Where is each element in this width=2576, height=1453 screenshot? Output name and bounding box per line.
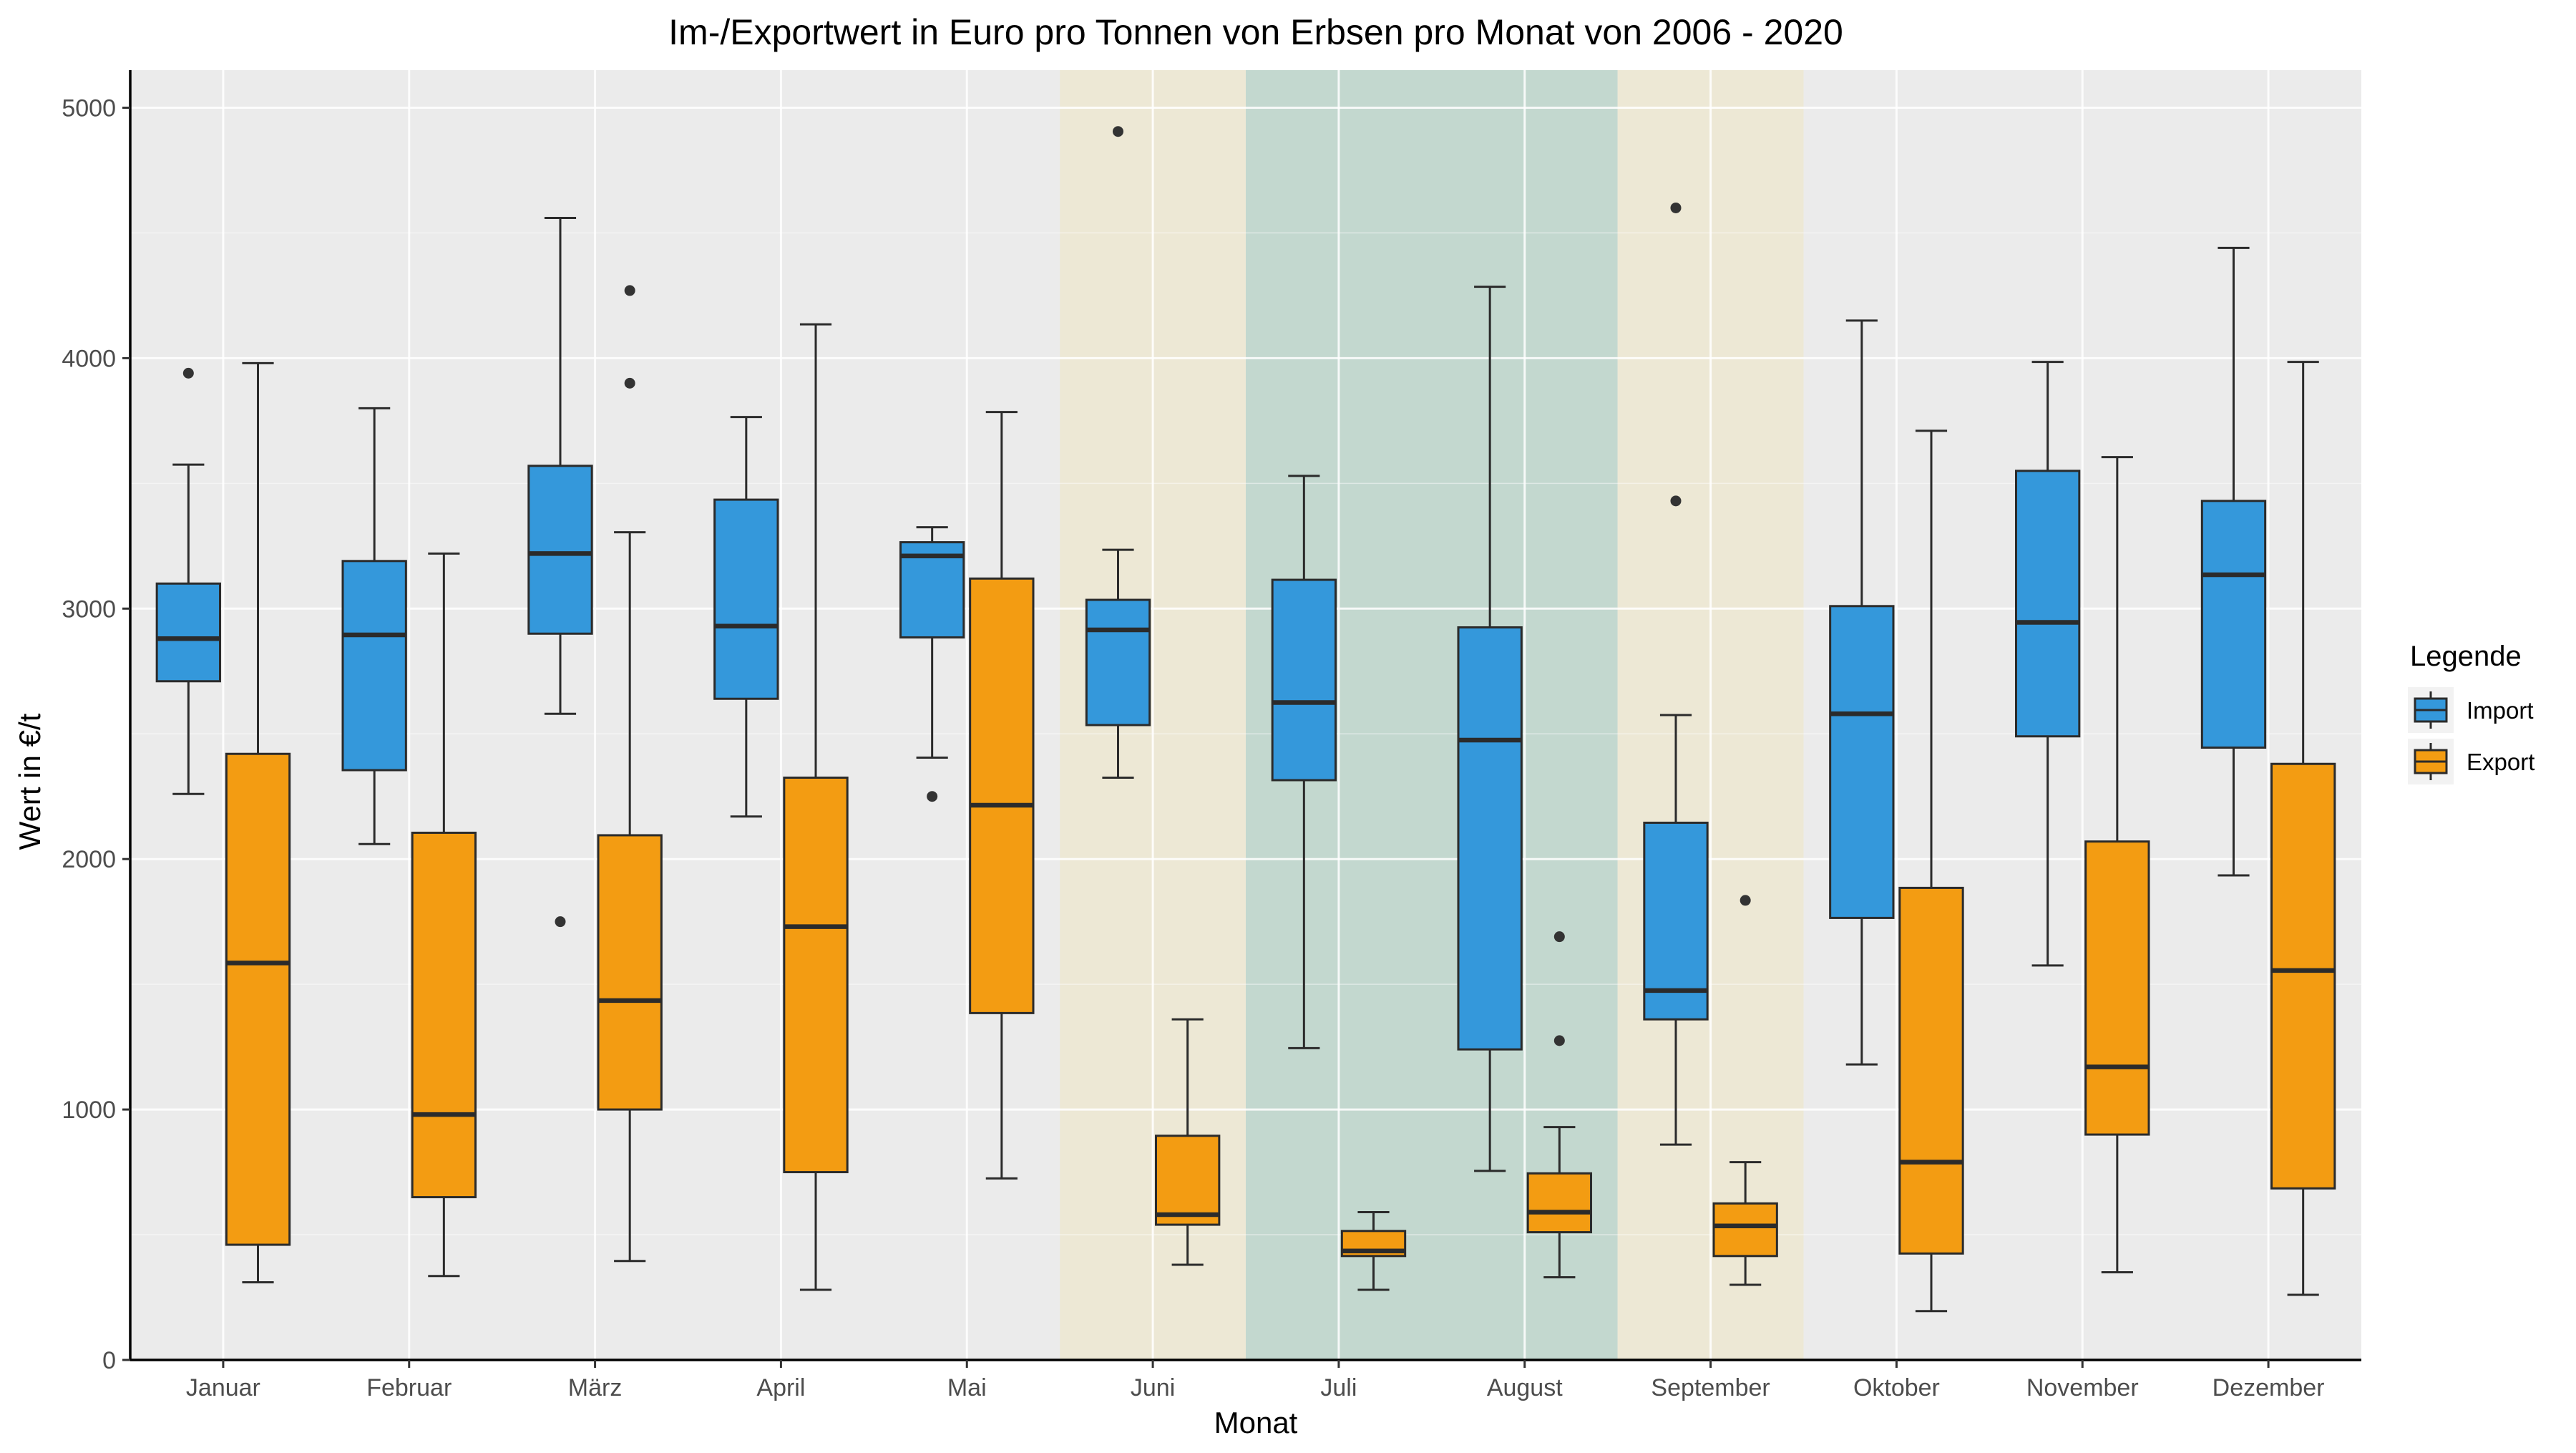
y-tick-label: 4000 [62, 345, 116, 372]
outlier-point [182, 367, 194, 379]
iqr-box [2270, 762, 2336, 1190]
outlier-point [1553, 931, 1565, 943]
chart-title: Im-/Exportwert in Euro pro Tonnen von Er… [668, 12, 1843, 52]
legend-item-import: Import [2408, 687, 2534, 733]
export-box-februar [411, 552, 477, 1278]
x-tick-label: Februar [366, 1374, 452, 1401]
iqr-box [1643, 821, 1709, 1021]
x-tick-label: Juni [1131, 1374, 1175, 1401]
outlier-point [1740, 895, 1751, 906]
iqr-box [2014, 470, 2081, 738]
iqr-box [2200, 500, 2267, 749]
import-box-dezember [2200, 246, 2267, 877]
export-box-mai [969, 411, 1035, 1180]
import-box-juli [1271, 475, 1337, 1049]
import-box-februar [341, 407, 407, 845]
outlier-point [624, 285, 635, 296]
iqr-box [783, 776, 849, 1174]
y-tick-label: 3000 [62, 596, 116, 623]
y-tick-label: 5000 [62, 94, 116, 122]
iqr-box [969, 577, 1035, 1014]
outlier-point [1670, 495, 1682, 507]
export-box-dezember [2270, 361, 2336, 1296]
export-box-märz [597, 285, 663, 1263]
import-box-juni [1085, 126, 1151, 779]
iqr-box [1712, 1202, 1778, 1258]
export-box-juli [1340, 1211, 1407, 1291]
iqr-box [2084, 840, 2150, 1136]
iqr-box [155, 582, 221, 683]
x-tick-label: August [1487, 1374, 1563, 1401]
iqr-box [1898, 886, 1964, 1255]
x-axis-title: Monat [1214, 1406, 1298, 1439]
legend-label: Export [2467, 749, 2534, 775]
legend: Legende Import Export [2408, 641, 2534, 784]
iqr-box [1271, 578, 1337, 782]
x-tick-label: März [568, 1374, 623, 1401]
export-box-oktober [1898, 429, 1964, 1313]
iqr-box [597, 834, 663, 1111]
iqr-box [1085, 598, 1151, 726]
outlier-point [1112, 126, 1123, 137]
export-box-juni [1155, 1018, 1221, 1266]
iqr-box [225, 752, 291, 1246]
iqr-box [527, 465, 593, 635]
import-box-april [713, 416, 779, 818]
export-box-august [1526, 931, 1593, 1279]
iqr-box [1155, 1134, 1221, 1226]
import-box-märz [527, 216, 593, 928]
iqr-box [1457, 626, 1523, 1051]
x-tick-label: Mai [947, 1374, 987, 1401]
plot-panel [130, 70, 2361, 1361]
iqr-box [411, 831, 477, 1199]
x-tick-label: Januar [186, 1374, 260, 1401]
export-box-april [783, 323, 849, 1291]
y-tick-label: 2000 [62, 846, 116, 873]
outlier-point [1670, 202, 1682, 213]
x-tick-label: November [2026, 1374, 2139, 1401]
import-box-november [2014, 361, 2081, 967]
import-box-oktober [1829, 319, 1895, 1066]
outlier-point [1553, 1035, 1565, 1046]
export-box-september [1712, 895, 1778, 1286]
axes: 0 1000 2000 3000 4000 5000 Januar Februar März Ap… [62, 70, 2361, 1401]
legend-label: Import [2467, 697, 2534, 724]
iqr-box [1526, 1172, 1593, 1234]
iqr-box [1829, 605, 1895, 919]
outlier-point [927, 791, 938, 802]
export-box-november [2084, 456, 2150, 1274]
outlier-point [624, 377, 635, 389]
box-marks [155, 126, 2336, 1313]
y-tick-label: 0 [102, 1347, 116, 1374]
export-box-januar [225, 361, 291, 1284]
x-tick-label: Dezember [2212, 1374, 2325, 1401]
import-box-august [1457, 286, 1523, 1172]
iqr-box [341, 560, 407, 772]
import-box-september [1643, 202, 1709, 1146]
outlier-point [555, 916, 566, 928]
legend-item-export: Export [2408, 739, 2534, 784]
x-tick-label: Juli [1320, 1374, 1357, 1401]
import-box-januar [155, 367, 221, 795]
import-box-mai [899, 526, 965, 802]
x-tick-label: Oktober [1853, 1374, 1940, 1401]
legend-title: Legende [2410, 641, 2522, 672]
x-tick-label: April [756, 1374, 805, 1401]
y-tick-label: 1000 [62, 1097, 116, 1124]
iqr-box [713, 498, 779, 700]
y-axis-title: Wert in €/t [13, 713, 47, 850]
x-tick-label: September [1651, 1374, 1770, 1401]
